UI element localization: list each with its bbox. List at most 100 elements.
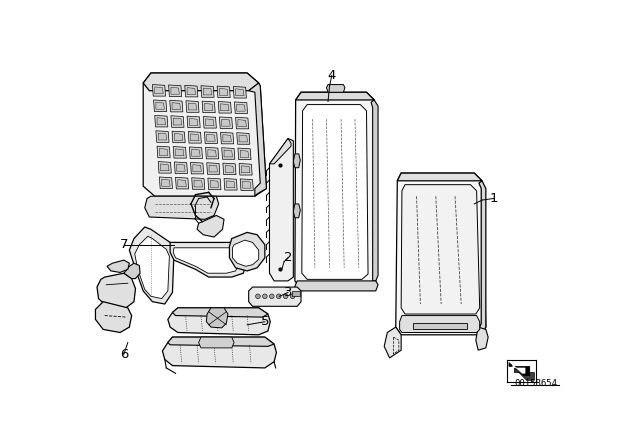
Polygon shape xyxy=(172,103,180,110)
Polygon shape xyxy=(221,148,235,159)
Polygon shape xyxy=(509,362,530,375)
Polygon shape xyxy=(221,132,234,144)
Polygon shape xyxy=(177,164,185,171)
Polygon shape xyxy=(221,104,229,111)
Polygon shape xyxy=(204,103,213,110)
Polygon shape xyxy=(178,180,186,186)
Polygon shape xyxy=(173,248,240,273)
Polygon shape xyxy=(234,102,248,113)
Polygon shape xyxy=(186,101,199,112)
Polygon shape xyxy=(243,181,251,188)
Text: 2: 2 xyxy=(284,251,292,264)
Text: 00158654: 00158654 xyxy=(515,379,557,388)
Polygon shape xyxy=(302,104,368,280)
Polygon shape xyxy=(401,185,480,314)
Polygon shape xyxy=(239,164,252,175)
Text: 6: 6 xyxy=(120,348,128,361)
Polygon shape xyxy=(159,177,172,189)
Polygon shape xyxy=(157,118,166,125)
Polygon shape xyxy=(156,102,164,109)
Polygon shape xyxy=(223,134,232,142)
Polygon shape xyxy=(170,242,247,277)
Polygon shape xyxy=(295,92,376,289)
Polygon shape xyxy=(175,149,184,156)
Polygon shape xyxy=(205,119,214,126)
Polygon shape xyxy=(232,240,259,266)
Circle shape xyxy=(269,294,274,299)
Text: 3: 3 xyxy=(284,286,292,299)
Polygon shape xyxy=(413,323,467,329)
Polygon shape xyxy=(269,138,291,164)
Polygon shape xyxy=(187,116,200,128)
Polygon shape xyxy=(168,308,270,335)
Polygon shape xyxy=(135,236,170,299)
Polygon shape xyxy=(236,89,244,96)
Polygon shape xyxy=(326,85,345,92)
Polygon shape xyxy=(158,133,166,140)
Polygon shape xyxy=(107,260,129,272)
Polygon shape xyxy=(227,181,235,188)
Polygon shape xyxy=(124,263,140,279)
Polygon shape xyxy=(478,181,486,335)
Polygon shape xyxy=(155,116,168,127)
Polygon shape xyxy=(240,151,249,157)
Polygon shape xyxy=(204,116,216,128)
Polygon shape xyxy=(154,100,166,112)
Polygon shape xyxy=(397,173,482,181)
Circle shape xyxy=(291,294,295,299)
Text: 1: 1 xyxy=(490,192,498,205)
Polygon shape xyxy=(158,162,172,173)
Polygon shape xyxy=(173,146,186,158)
Polygon shape xyxy=(194,180,202,187)
Polygon shape xyxy=(249,287,301,306)
Polygon shape xyxy=(238,148,251,159)
Polygon shape xyxy=(188,132,202,143)
Polygon shape xyxy=(189,147,202,159)
Polygon shape xyxy=(185,85,198,97)
Polygon shape xyxy=(218,102,232,113)
Polygon shape xyxy=(174,162,188,173)
Polygon shape xyxy=(230,233,265,271)
Polygon shape xyxy=(162,179,170,186)
Polygon shape xyxy=(225,165,234,172)
Polygon shape xyxy=(292,291,300,296)
Text: 4: 4 xyxy=(328,69,336,82)
Polygon shape xyxy=(143,73,266,196)
Polygon shape xyxy=(192,178,205,189)
Polygon shape xyxy=(198,337,234,348)
Polygon shape xyxy=(223,163,236,175)
Polygon shape xyxy=(193,165,202,172)
Circle shape xyxy=(284,294,288,299)
Polygon shape xyxy=(172,308,268,317)
Polygon shape xyxy=(241,166,250,173)
Polygon shape xyxy=(206,308,228,328)
Polygon shape xyxy=(189,118,198,125)
Polygon shape xyxy=(236,117,249,129)
Polygon shape xyxy=(163,337,276,368)
Polygon shape xyxy=(240,179,253,190)
Polygon shape xyxy=(224,150,232,157)
Polygon shape xyxy=(171,116,184,127)
Polygon shape xyxy=(224,178,237,190)
Polygon shape xyxy=(173,118,182,125)
Polygon shape xyxy=(201,86,214,97)
Polygon shape xyxy=(187,88,196,95)
Polygon shape xyxy=(191,162,204,174)
Polygon shape xyxy=(209,165,218,172)
Polygon shape xyxy=(207,134,215,141)
Polygon shape xyxy=(188,103,196,110)
Text: 5: 5 xyxy=(260,315,269,328)
Polygon shape xyxy=(145,196,219,220)
Polygon shape xyxy=(170,100,183,112)
Polygon shape xyxy=(220,117,232,129)
Polygon shape xyxy=(174,134,183,140)
Polygon shape xyxy=(155,87,163,94)
Polygon shape xyxy=(237,104,245,111)
Polygon shape xyxy=(384,327,401,358)
Polygon shape xyxy=(269,138,293,281)
Polygon shape xyxy=(476,327,488,350)
Polygon shape xyxy=(221,119,230,126)
Polygon shape xyxy=(197,215,224,237)
Polygon shape xyxy=(239,135,248,142)
Polygon shape xyxy=(371,100,378,281)
